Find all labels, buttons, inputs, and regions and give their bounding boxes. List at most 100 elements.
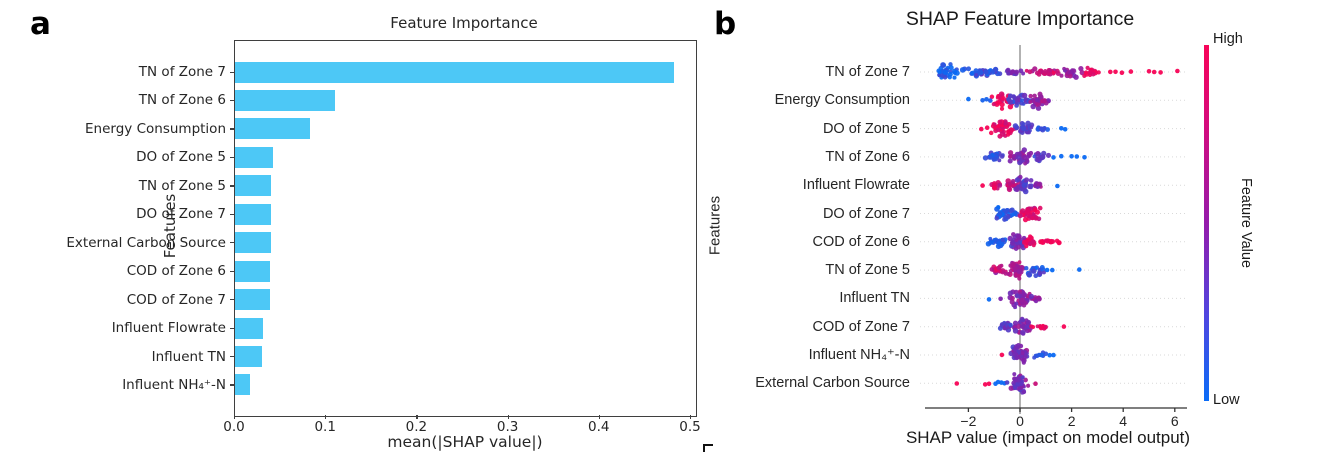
shap-point [974,72,979,77]
shap-point [1009,207,1015,213]
shap-point [1043,351,1049,357]
shap-point [1059,126,1064,131]
shap-point [993,157,998,162]
shap-point [1012,385,1018,391]
shap-point [1029,125,1034,130]
shap-point [1033,381,1038,387]
shap-point [1037,352,1042,357]
shap-point [1006,132,1011,137]
shap-point [954,381,960,386]
shap-point [1010,295,1015,301]
shap-point [997,183,1003,188]
shap-point [1023,177,1030,183]
shap-point [1000,95,1006,101]
importance-bar [235,260,270,282]
shap-point [1021,302,1027,308]
shap-point [1020,125,1027,132]
shap-point [1028,293,1035,300]
shap-point [1035,157,1041,163]
shap-point [1062,127,1068,132]
shap-point [1028,99,1033,104]
shap-point [1008,322,1013,328]
shap-point [1007,99,1014,105]
shap-point [996,265,1001,271]
panel-b-letter: b [714,6,737,42]
shap-point [1027,69,1033,75]
shap-point [1025,120,1031,127]
x-tick [598,415,601,419]
shap-point [1039,154,1046,160]
shap-point [986,381,992,387]
shap-point [1083,70,1089,75]
shap-point [1085,65,1090,71]
shap-point [1029,324,1034,329]
shap-point [1021,154,1027,161]
shap-point [1011,351,1018,357]
x-tick-label: 0 [1016,413,1024,429]
importance-bar [235,146,273,168]
shap-point [1017,260,1022,265]
panel-a-title: Feature Importance [390,14,538,32]
y-tick [230,128,234,130]
shap-point [1021,71,1026,76]
shap-point [1027,328,1032,333]
shap-point [1051,155,1056,160]
x-tick-label: 0.2 [405,419,428,435]
shap-point [1012,234,1017,240]
shap-point [1019,98,1024,103]
shap-point [1082,155,1087,160]
shap-point [1077,267,1082,272]
shap-point [1021,92,1028,99]
feature-label: Influent TN [839,290,910,307]
shap-point [1007,290,1014,296]
x-tick-label: 0.3 [496,419,519,435]
x-tick [325,415,327,419]
shap-point [1038,94,1044,100]
feature-label: TN of Zone 6 [825,148,910,165]
shap-point [1041,98,1047,104]
y-tick [230,156,234,159]
shap-point [947,71,953,77]
shap-point [1007,154,1013,159]
colorbar-low-label: Low [1213,392,1240,408]
shap-point [996,204,1001,210]
shap-point [1000,238,1006,243]
shap-point [942,69,949,75]
feature-label: DO of Zone 7 [822,205,910,222]
shap-point [1061,324,1067,329]
panel-b-title: SHAP Feature Importance [905,8,1135,30]
shap-point [1033,273,1039,279]
shap-point [1025,207,1030,213]
shap-point [1028,178,1034,183]
shap-point [991,181,997,187]
importance-bar [235,175,271,197]
x-tick-label: 0.0 [223,419,245,435]
shap-point [1012,372,1017,377]
importance-bar [235,232,271,254]
shap-point [1050,239,1056,244]
shap-point [1050,267,1055,273]
y-tick [230,356,234,358]
panel-b-xlabel: SHAP value (impact on model output) [905,428,1191,447]
feature-label: Influent TN [151,348,226,365]
shap-point [1019,354,1024,359]
shap-point [1006,272,1011,276]
feature-label: COD of Zone 7 [126,291,226,308]
shap-point [1007,181,1013,187]
feature-label: TN of Zone 6 [138,92,226,109]
shap-point [1026,383,1031,388]
shap-point [1025,154,1031,159]
shap-point [1074,154,1080,159]
shap-point [1051,352,1056,358]
shap-point [1010,262,1016,268]
shap-point [1007,93,1013,99]
shap-point [1008,385,1014,391]
crop-artifact-mark [703,444,713,452]
feature-label: TN of Zone 5 [138,177,226,194]
shap-point [1019,297,1025,303]
shap-point [1013,344,1020,350]
shap-point [999,154,1005,159]
shap-point [1017,213,1023,219]
